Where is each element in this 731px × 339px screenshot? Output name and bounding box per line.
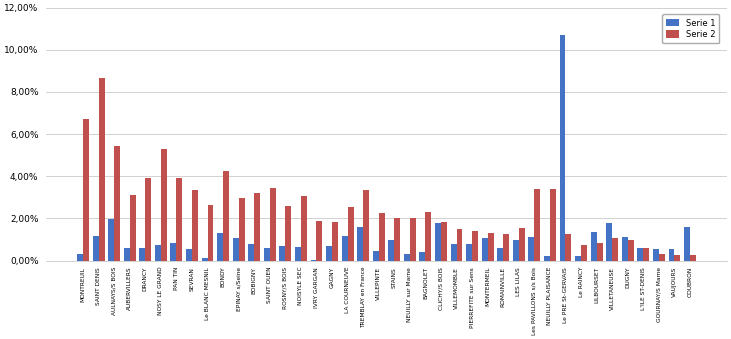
Bar xyxy=(653,249,659,261)
Bar xyxy=(285,206,291,261)
Bar xyxy=(124,248,129,261)
Bar xyxy=(606,223,612,261)
Bar xyxy=(488,233,493,261)
Bar xyxy=(675,255,681,261)
Bar xyxy=(450,244,457,261)
Bar xyxy=(249,244,254,261)
Bar xyxy=(513,240,519,261)
Bar xyxy=(596,243,602,261)
Legend: Serie 1, Serie 2: Serie 1, Serie 2 xyxy=(662,14,719,43)
Bar xyxy=(684,227,690,261)
Bar xyxy=(108,219,114,261)
Bar xyxy=(192,190,198,261)
Bar xyxy=(659,254,664,261)
Bar xyxy=(140,248,145,261)
Bar xyxy=(410,218,416,261)
Bar xyxy=(363,190,369,261)
Bar xyxy=(472,231,478,261)
Bar xyxy=(232,238,238,261)
Bar xyxy=(441,222,447,261)
Bar xyxy=(295,247,301,261)
Bar xyxy=(357,227,363,261)
Bar xyxy=(643,248,649,261)
Bar xyxy=(420,252,425,261)
Bar xyxy=(114,146,120,261)
Bar xyxy=(466,244,472,261)
Bar xyxy=(217,233,223,261)
Bar xyxy=(669,249,675,261)
Bar xyxy=(628,240,634,261)
Bar xyxy=(145,178,151,261)
Bar xyxy=(223,171,229,261)
Bar xyxy=(637,248,643,261)
Bar xyxy=(317,221,322,261)
Bar xyxy=(373,251,379,261)
Bar xyxy=(83,119,89,261)
Bar xyxy=(690,255,696,261)
Bar xyxy=(519,228,525,261)
Bar xyxy=(544,256,550,261)
Bar xyxy=(332,222,338,261)
Bar xyxy=(457,229,463,261)
Bar xyxy=(155,245,161,261)
Bar xyxy=(264,248,270,261)
Bar xyxy=(161,149,167,261)
Bar xyxy=(550,189,556,261)
Bar xyxy=(379,213,385,261)
Bar xyxy=(503,234,509,261)
Bar xyxy=(435,223,441,261)
Bar xyxy=(202,258,208,261)
Bar xyxy=(388,240,394,261)
Bar xyxy=(129,195,136,261)
Bar xyxy=(301,196,307,261)
Bar xyxy=(591,232,596,261)
Bar xyxy=(176,178,182,261)
Bar xyxy=(425,212,431,261)
Bar xyxy=(534,189,540,261)
Bar xyxy=(394,218,400,261)
Bar xyxy=(622,237,628,261)
Bar xyxy=(238,198,245,261)
Bar xyxy=(497,248,503,261)
Bar xyxy=(186,249,192,261)
Bar xyxy=(581,245,587,261)
Bar xyxy=(529,237,534,261)
Bar xyxy=(279,246,285,261)
Bar xyxy=(170,243,176,261)
Bar xyxy=(559,35,566,261)
Bar xyxy=(208,205,213,261)
Bar xyxy=(348,207,354,261)
Bar xyxy=(99,78,105,261)
Bar xyxy=(93,236,99,261)
Bar xyxy=(566,234,572,261)
Bar xyxy=(482,238,488,261)
Bar xyxy=(404,254,410,261)
Bar xyxy=(341,236,348,261)
Bar xyxy=(575,256,581,261)
Bar xyxy=(311,260,317,261)
Bar xyxy=(326,246,332,261)
Bar xyxy=(270,188,276,261)
Bar xyxy=(77,254,83,261)
Bar xyxy=(254,193,260,261)
Bar xyxy=(612,238,618,261)
